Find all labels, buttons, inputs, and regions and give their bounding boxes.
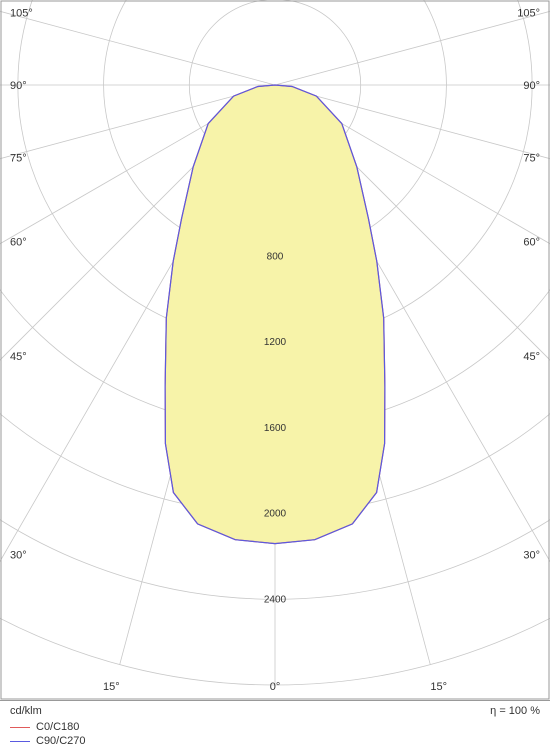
svg-text:105°: 105°	[517, 7, 540, 19]
unit-label: cd/klm	[10, 705, 42, 717]
chart-footer: cd/klm η = 100 % C0/C180 C90/C270	[0, 700, 550, 750]
svg-text:800: 800	[267, 251, 284, 262]
svg-text:60°: 60°	[523, 236, 540, 248]
svg-text:105°: 105°	[10, 7, 33, 19]
svg-text:2000: 2000	[264, 509, 287, 520]
legend-item: C90/C270	[10, 735, 540, 747]
polar-plot: 800 1200 1600 2000 2400 105° 90° 75° 60° 45° 30° 15…	[0, 0, 550, 700]
efficiency-label: η = 100 %	[490, 705, 540, 717]
svg-text:15°: 15°	[430, 681, 447, 693]
svg-text:1600: 1600	[264, 423, 287, 434]
svg-text:75°: 75°	[10, 153, 27, 165]
svg-text:90°: 90°	[523, 80, 540, 92]
legend-swatch	[10, 741, 30, 742]
svg-text:15°: 15°	[103, 681, 120, 693]
legend-label: C0/C180	[36, 721, 79, 733]
svg-text:2400: 2400	[264, 594, 287, 605]
svg-text:75°: 75°	[523, 153, 540, 165]
legend: C0/C180 C90/C270	[10, 721, 540, 747]
legend-label: C90/C270	[36, 735, 86, 747]
svg-text:90°: 90°	[10, 80, 27, 92]
legend-item: C0/C180	[10, 721, 540, 733]
legend-swatch	[10, 727, 30, 728]
svg-text:1200: 1200	[264, 337, 287, 348]
svg-text:0°: 0°	[270, 681, 281, 693]
svg-text:60°: 60°	[10, 236, 27, 248]
svg-text:45°: 45°	[10, 351, 27, 363]
polar-chart-container: { "chart": { "type": "polar-light-distri…	[0, 0, 550, 750]
svg-text:30°: 30°	[10, 549, 27, 561]
svg-text:45°: 45°	[523, 351, 540, 363]
svg-text:30°: 30°	[523, 549, 540, 561]
